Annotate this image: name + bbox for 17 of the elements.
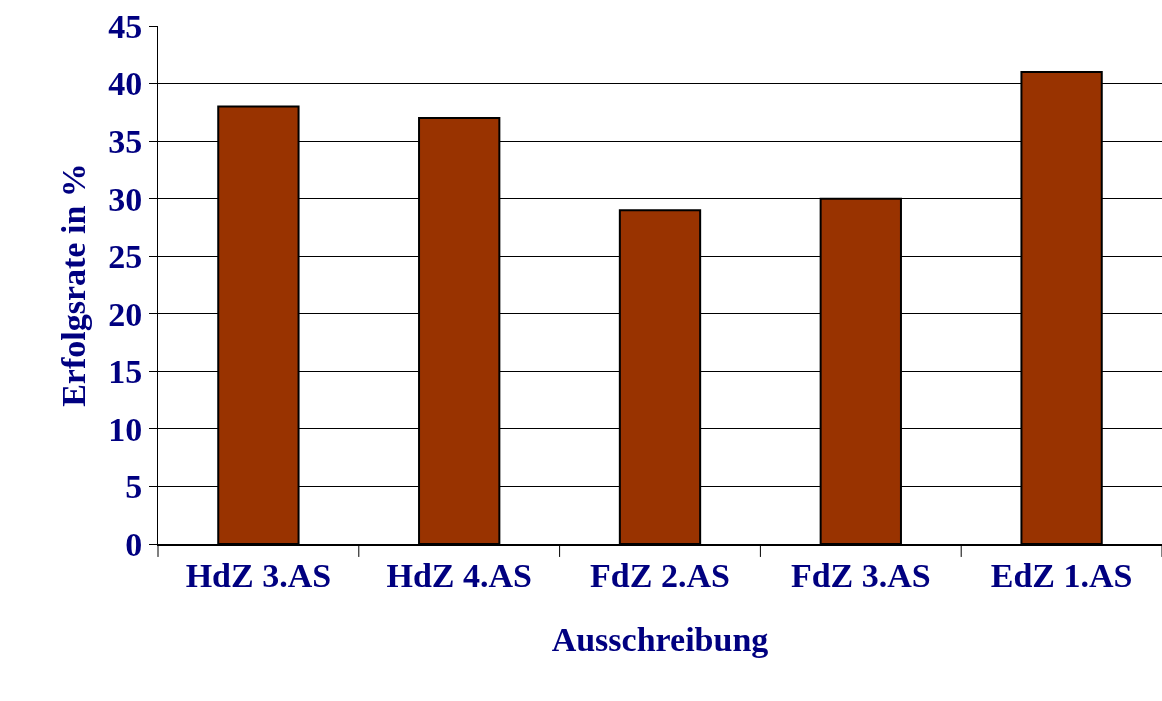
x-axis-title: Ausschreibung: [551, 621, 769, 659]
x-tick-label: HdZ 4.AS: [386, 556, 532, 594]
y-tick-label: 25: [108, 238, 143, 276]
y-tick-label: 35: [108, 123, 143, 161]
y-tick-label: 15: [108, 353, 143, 391]
x-tick-label: HdZ 3.AS: [185, 556, 332, 594]
y-axis-title: Erfolgsrate in %: [54, 163, 92, 407]
y-tick-label: 10: [108, 410, 143, 448]
y-tick-label: 30: [108, 180, 143, 218]
x-tick-label: FdZ 3.AS: [790, 556, 931, 594]
y-tick-label: 20: [108, 295, 143, 333]
y-tick-label: 45: [108, 7, 143, 45]
x-tick-label: FdZ 2.AS: [590, 556, 730, 594]
y-tick-label: 5: [125, 468, 143, 506]
x-tick-label: EdZ 1.AS: [990, 556, 1133, 594]
y-tick-label: 40: [108, 65, 143, 103]
y-tick-label: 0: [125, 525, 143, 563]
